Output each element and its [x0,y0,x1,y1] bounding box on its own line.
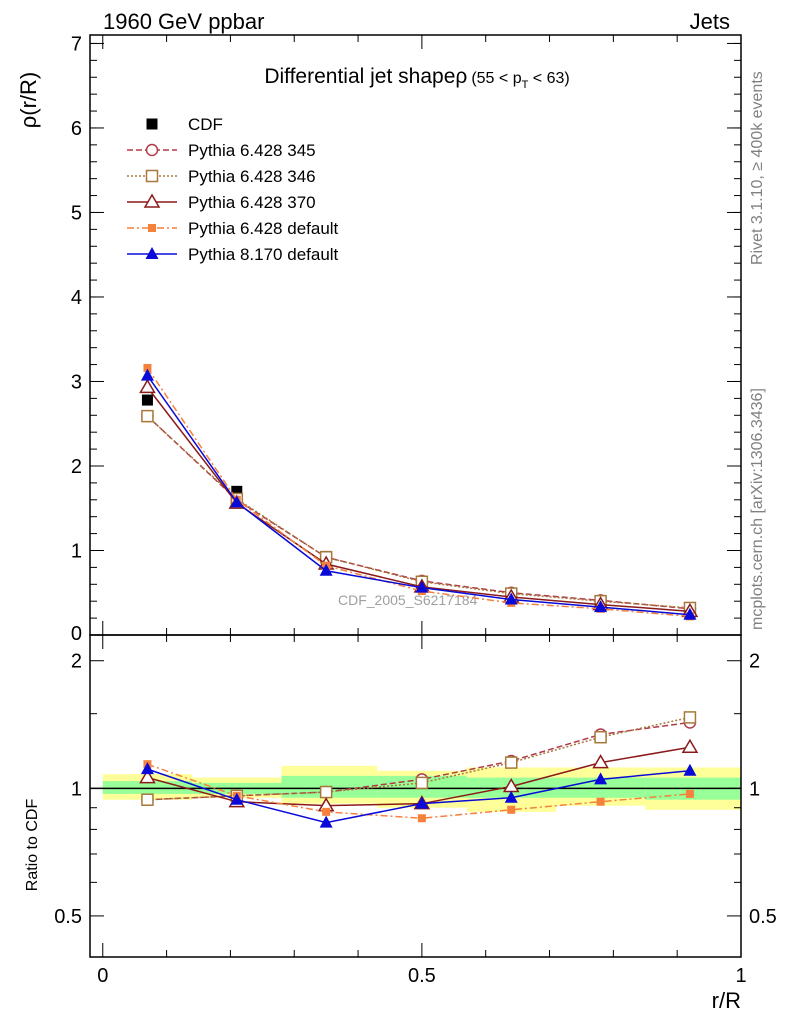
x-tick-label: 0 [97,965,108,987]
main-y-tick-label: 3 [71,371,82,393]
beam-label: 1960 GeV ppbar [103,9,264,34]
main-title-range-end: < 63) [528,70,569,87]
main-y-tick-label: 5 [71,202,82,224]
main-y-tick-label: 1 [71,540,82,562]
legend-label: CDF [188,115,223,134]
ratio-data-point [319,785,333,799]
ratio-data-point [415,796,429,809]
main-y-ticks: 1 2 3 4 5 6 7 0 [71,33,742,645]
ratio-data-point [230,792,244,805]
main-series [139,363,699,621]
x-tick-label: 1 [735,965,746,987]
rivet-label: Rivet 3.1.10, ≥ 400k events [749,71,766,265]
ratio-y-tick-label: 0.5 [54,906,82,928]
legend-marker [146,118,158,130]
mcplots-label: mcplots.cern.ch [arXiv:1306.3436] [749,388,766,630]
main-panel: 1 2 3 4 5 6 7 0 CDF_2005_S6217184 ρ(r/R) Differ… [16,33,742,645]
main-data-point [141,409,154,423]
ratio-data-point [417,814,426,823]
ratio-y-tick-label: 1 [71,778,82,800]
main-data-point [230,495,244,508]
ratio-data-point [594,730,607,744]
ratio-data-point [141,793,154,806]
ratio-y-tick-label: 2 [71,651,82,673]
legend-entry: CDF [146,115,223,134]
ratio-y-axis-label: Ratio to CDF [24,799,41,892]
ratio-panel: 0.5 0.5 1 1 2 2 0 0.5 1 Ratio to CDF r/R [24,634,777,1013]
legend-entry: Pythia 6.428 345 [127,141,316,160]
ratio-data-point [594,772,608,785]
main-y-tick-label-zero: 0 [71,623,82,645]
ratio-y-tick-label-right: 0.5 [749,906,777,928]
ratio-series-4 [140,762,697,828]
main-title-symbol: ρ [455,65,467,88]
ratio-data-point [596,797,605,806]
main-data-point [504,592,518,605]
ratio-series [139,711,699,828]
main-data-point [231,485,243,497]
legend-entry: Pythia 6.428 370 [127,193,316,212]
ratio-y-tick-label-right: 1 [749,778,760,800]
ratio-data-point [504,756,518,769]
legend-label: Pythia 6.428 370 [188,193,316,212]
ratio-ticks: 0.5 0.5 1 1 2 2 0 0.5 1 [54,635,777,987]
legend-entry: Pythia 8.170 default [127,245,339,264]
main-y-axis-label: ρ(r/R) [16,72,41,129]
legend-marker [145,169,159,183]
ratio-data-point [681,738,699,753]
main-data-point [141,394,153,406]
ratio-data-point [319,815,333,828]
main-y-tick-label: 6 [71,118,82,140]
process-label: Jets [690,9,730,34]
ratio-data-point [504,790,518,803]
main-title-text: Differential jet shape [264,65,455,88]
legend-marker [145,143,159,157]
main-title-range-sub: T [522,79,529,91]
main-title-range: (55 < p [471,70,521,87]
ratio-y-tick-label-right: 2 [749,651,760,673]
main-watermark: CDF_2005_S6217184 [338,592,478,608]
main-data-point [319,563,333,576]
ratio-frame [89,634,742,958]
main-data-point [143,363,152,372]
legend-marker [143,193,161,208]
x-axis-label: r/R [712,988,741,1013]
ratio-data-point [685,789,694,798]
ratio-data-point [415,776,429,790]
legend-label: Pythia 6.428 default [188,219,339,238]
main-y-tick-label: 4 [71,287,82,309]
main-data-point [140,368,154,381]
main-y-tick-label: 7 [71,33,82,55]
legend-marker [145,247,159,259]
legend-entry: Pythia 6.428 346 [127,167,316,186]
legend-entry: Pythia 6.428 default [127,219,339,238]
main-title: Differential jet shapeρ (55 < pT < 63) [264,65,569,91]
ratio-data-point [507,805,516,814]
legend-label: Pythia 8.170 default [188,245,339,264]
ratio-data-point [140,762,154,775]
legend-marker [148,224,156,232]
ratio-data-point [592,754,609,769]
legend-label: Pythia 6.428 345 [188,141,316,160]
ratio-data-point [683,711,697,724]
main-data-point [139,378,156,394]
main-data-point [415,580,429,593]
ratio-data-point [322,807,331,816]
main-series-2 [141,409,697,615]
main-data-point [683,607,697,620]
ratio-data-point [683,763,697,776]
main-y-tick-label: 2 [71,456,82,478]
x-tick-label: 0.5 [408,965,436,987]
legend: CDF Pythia 6.428 345 Pythia 6.428 346 Pythi… [127,115,339,264]
main-data-point [594,600,608,613]
main-series-5 [140,368,697,620]
legend-label: Pythia 6.428 346 [188,167,316,186]
ratio-data-point [139,769,156,784]
